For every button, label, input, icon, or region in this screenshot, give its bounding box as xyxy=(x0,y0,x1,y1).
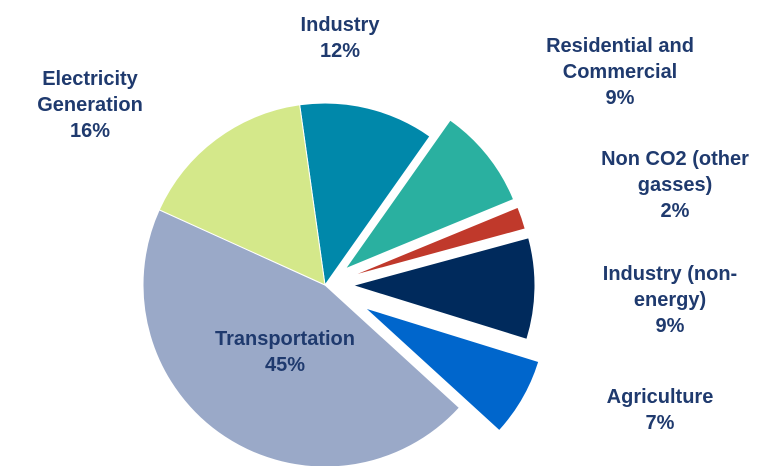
value-label: 7% xyxy=(645,412,675,434)
slice-label: Residential and Commercial 9% xyxy=(505,33,735,111)
pie-slice xyxy=(299,102,431,287)
slice-label: Electricity Generation 16% xyxy=(15,66,165,144)
pie-slice xyxy=(349,206,526,278)
pie-slice xyxy=(343,119,515,270)
value-label: 12% xyxy=(319,40,361,62)
pie-slice xyxy=(364,307,540,432)
category-label: Residential and Commercial xyxy=(546,35,694,83)
value-label: 16% xyxy=(69,120,111,142)
category-label: Electricity Generation xyxy=(37,68,143,116)
pie-slice xyxy=(142,209,461,466)
category-label: Non CO2 (other gasses) xyxy=(601,148,749,196)
slice-label: Industry (non-energy) 9% xyxy=(570,261,770,339)
category-label: Industry xyxy=(300,14,380,36)
value-label: 9% xyxy=(605,87,635,109)
pie-slice xyxy=(158,104,326,286)
value-label: 45% xyxy=(264,354,306,376)
value-label: 2% xyxy=(660,200,690,222)
category-label: Industry (non-energy) xyxy=(602,263,738,311)
value-label: 9% xyxy=(655,315,685,337)
pie-slice xyxy=(351,237,536,340)
slice-label: Industry 12% xyxy=(260,12,420,64)
category-label: Transportation xyxy=(214,328,355,350)
category-label: Agriculture xyxy=(606,386,714,408)
slice-label: Transportation 45% xyxy=(185,326,385,378)
slice-label: Agriculture 7% xyxy=(580,384,740,436)
slice-label: Non CO2 (other gasses) 2% xyxy=(570,146,780,224)
